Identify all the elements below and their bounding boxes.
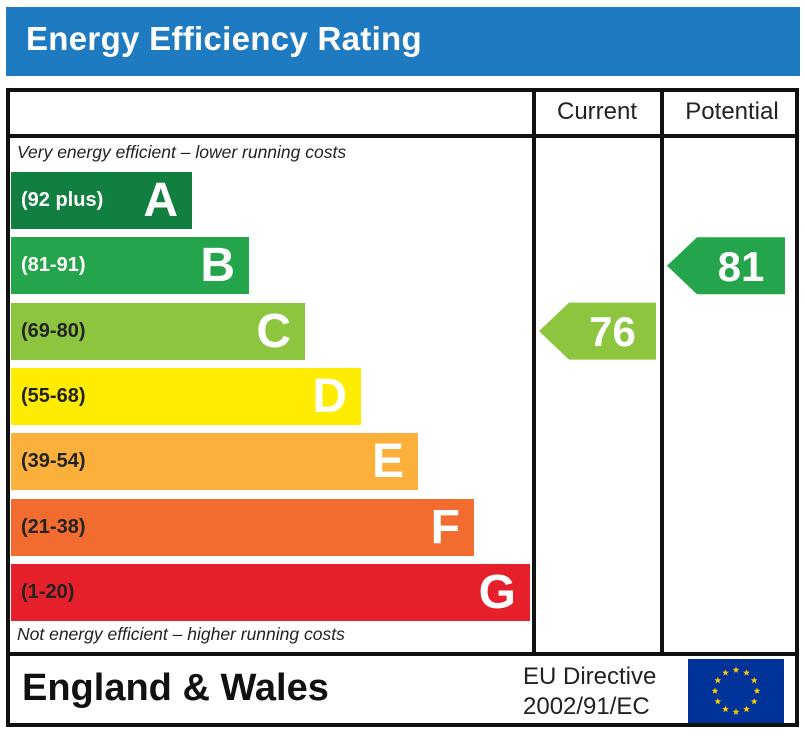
band-range: (1-20) xyxy=(21,580,75,603)
current-column-header: Current xyxy=(556,98,638,125)
eu-star-icon xyxy=(750,697,758,705)
band-letter: E xyxy=(371,435,404,489)
band-range: (69-80) xyxy=(21,319,86,342)
band-c: (69-80) C xyxy=(11,302,305,360)
band-f: (21-38) F xyxy=(11,498,474,556)
potential-rating-arrow xyxy=(667,237,785,295)
potential-column-header: Potential xyxy=(685,98,779,125)
band-range: (39-54) xyxy=(21,450,86,473)
eu-star-icon xyxy=(714,697,722,705)
band-letter: F xyxy=(430,500,460,554)
band-letter: G xyxy=(478,565,516,619)
current-rating-value: 76 xyxy=(589,308,636,355)
band-letter: D xyxy=(312,369,347,423)
band-letter: B xyxy=(200,239,235,293)
rating-frame xyxy=(6,88,800,728)
rating-grid xyxy=(6,88,799,727)
eu-directive: EU Directive 2002/91/EC xyxy=(523,662,656,722)
band-range: (55-68) xyxy=(21,384,86,407)
potential-rating-value: 81 xyxy=(718,243,765,290)
band-e: (39-54) E xyxy=(11,433,418,491)
top-note: Very energy efficient – lower running co… xyxy=(17,142,347,162)
band-range: (21-38) xyxy=(21,515,86,538)
band-letter: A xyxy=(143,174,178,227)
country-label: England & Wales xyxy=(22,667,329,709)
eu-star-icon xyxy=(732,666,740,673)
eu-star-icon xyxy=(750,676,758,684)
band-g: (1-20) G xyxy=(11,563,530,621)
directive-line-1: EU Directive xyxy=(523,663,657,690)
eu-star-icon xyxy=(753,687,761,694)
bottom-note: Not energy efficient – higher running co… xyxy=(17,624,345,644)
band-b: (81-91) B xyxy=(11,237,249,295)
band-d: (55-68) D xyxy=(11,367,361,425)
eu-star-icon xyxy=(722,669,729,676)
header-bar: Energy Efficiency Rating xyxy=(6,7,800,76)
band-letter: C xyxy=(256,304,291,358)
band-range: (92 plus) xyxy=(21,189,104,211)
eu-star-icon xyxy=(711,687,719,694)
eu-star-icon xyxy=(743,705,750,713)
eu-star-icon xyxy=(743,669,750,676)
eu-star-icon xyxy=(732,708,740,715)
current-rating-arrow xyxy=(539,302,656,360)
eu-star-icon xyxy=(722,705,729,713)
band-a: (92 plus) A xyxy=(11,172,192,229)
page-title: Energy Efficiency Rating xyxy=(26,20,422,57)
directive-line-2: 2002/91/EC xyxy=(523,693,650,720)
eu-star-icon xyxy=(714,676,722,684)
band-range: (81-91) xyxy=(21,254,86,277)
eu-flag-icon xyxy=(688,659,784,723)
